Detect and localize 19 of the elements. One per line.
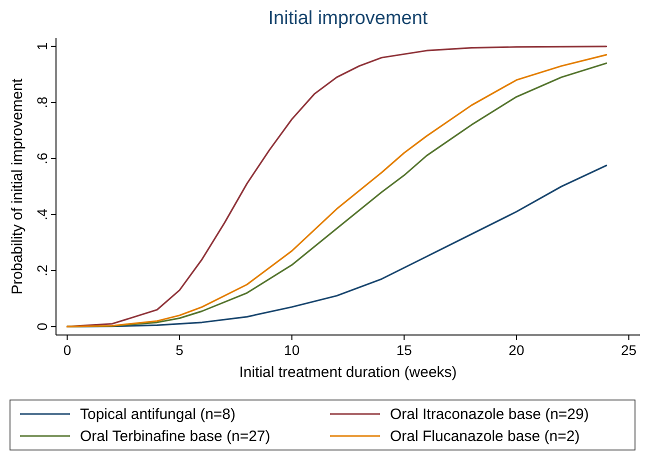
y-tick-label: 0 (34, 322, 50, 330)
chart-title: Initial improvement (268, 8, 428, 29)
legend-label: Oral Terbinafine base (n=27) (80, 428, 270, 445)
legend-label: Oral Itraconazole base (n=29) (390, 406, 589, 423)
x-tick-label: 0 (63, 342, 72, 358)
y-tick-label: .8 (34, 96, 50, 108)
y-tick-label: 1 (34, 42, 50, 50)
legend-label: Oral Flucanazole base (n=2) (390, 428, 580, 445)
x-tick-label: 20 (508, 342, 524, 358)
x-tick-label: 15 (396, 342, 412, 358)
x-tick-label: 25 (620, 342, 637, 358)
y-tick-label: .6 (34, 152, 50, 164)
y-tick-label: .4 (34, 208, 50, 220)
x-tick-label: 5 (176, 342, 184, 358)
x-axis-title: Initial treatment duration (weeks) (239, 364, 457, 381)
legend-label: Topical antifungal (n=8) (80, 406, 236, 423)
y-axis-title: Probability of initial improvement (9, 78, 26, 294)
x-tick-label: 10 (284, 342, 300, 358)
y-tick-label: .2 (34, 264, 50, 276)
